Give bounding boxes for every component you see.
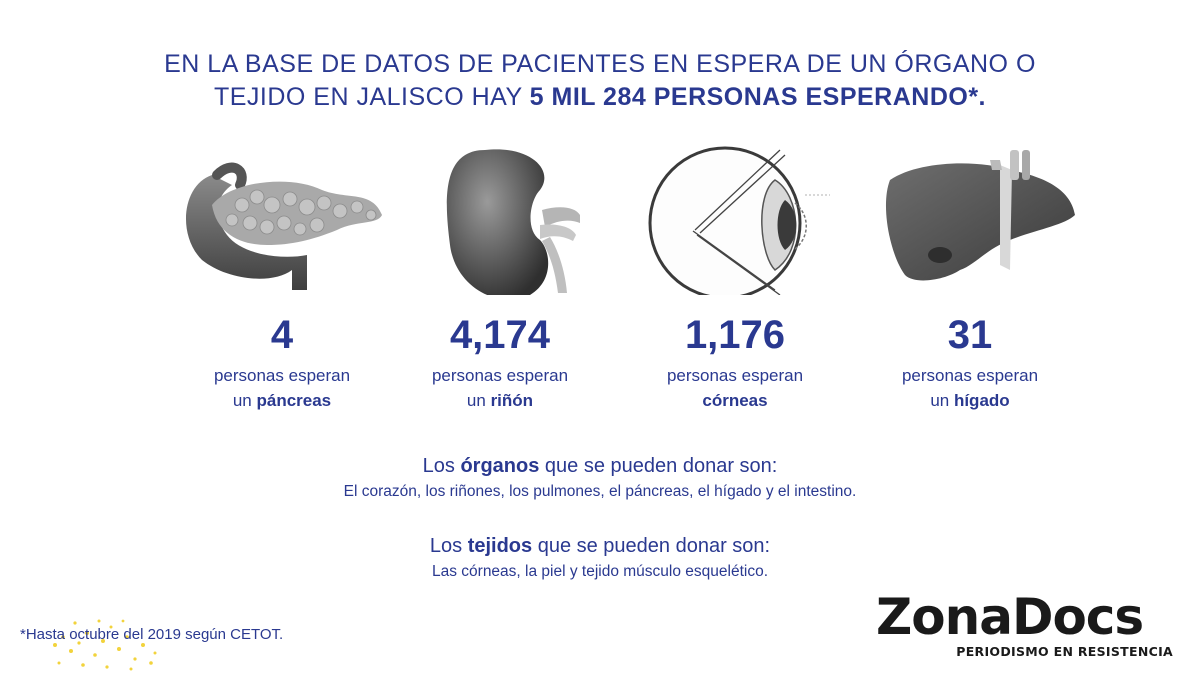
tissues-info-list: Las córneas, la piel y tejido músculo es…	[431, 563, 769, 580]
cornea-caption-line-1: personas esperan	[666, 366, 804, 385]
headline: EN LA BASE DE DATOS DE PACIENTES EN ESPE…	[0, 48, 1200, 114]
cornea-caption: personas esperan córneas	[625, 363, 845, 413]
liver-label: hígado	[953, 391, 1010, 410]
headline-line-2-text: TEJIDO EN JALISCO HAY	[213, 83, 530, 111]
footnote: *Hasta octubre del 2019 según CETOT.	[20, 626, 284, 643]
cornea-label: córneas	[702, 391, 768, 410]
pancreas-caption-line-2: un páncreas	[172, 388, 392, 413]
liver-caption-line-1: personas esperan	[901, 366, 1039, 385]
liver-caption-prefix: un	[930, 391, 954, 410]
kidney-count: 4,174	[449, 313, 551, 357]
pancreas-caption: personas esperan un páncreas	[172, 363, 392, 413]
tissues-info: Los tejidos que se pueden donar son: Las…	[0, 535, 1200, 581]
organs-info-suffix: que se pueden donar son:	[539, 455, 778, 477]
tissues-info-prefix: Los	[429, 535, 468, 557]
logo-wordmark: ZonaDocs	[876, 588, 1144, 646]
liver-caption: personas esperan un hígado	[860, 363, 1080, 413]
organ-kidney: 4,174 personas esperan un riñón	[390, 145, 610, 413]
organs-info-list: El corazón, los riñones, los pulmones, e…	[343, 483, 857, 500]
liver-count: 31	[947, 313, 993, 357]
headline-total: 5 MIL 284 PERSONAS ESPERANDO*.	[529, 83, 987, 111]
organ-cornea: 1,176 personas esperan córneas	[625, 145, 845, 413]
organs-info: Los órganos que se pueden donar son: El …	[0, 455, 1200, 501]
kidney-caption: personas esperan un riñón	[390, 363, 610, 413]
liver-icon	[885, 150, 1075, 281]
tissues-info-suffix: que se pueden donar son:	[532, 535, 771, 557]
eye-cornea-icon	[648, 146, 830, 295]
organs-info-prefix: Los	[422, 455, 461, 477]
headline-line-2: TEJIDO EN JALISCO HAY 5 MIL 284 PERSONAS…	[0, 81, 1200, 114]
yellow-dots-decoration	[53, 619, 157, 671]
kidney-caption-line-2: un riñón	[390, 388, 610, 413]
organ-liver: 31 personas esperan un hígado	[860, 145, 1080, 413]
cornea-caption-line-2: córneas	[625, 388, 845, 413]
organs-info-keyword: órganos	[460, 455, 540, 477]
tissues-info-keyword: tejidos	[467, 535, 533, 557]
pancreas-icon	[185, 162, 382, 290]
liver-caption-line-2: un hígado	[860, 388, 1080, 413]
organ-pancreas: 4 personas esperan un páncreas	[172, 145, 392, 413]
pancreas-count: 4	[270, 313, 294, 357]
logo-tagline: PERIODISMO EN RESISTENCIA	[956, 644, 1173, 659]
kidney-icon	[446, 149, 580, 295]
cornea-count: 1,176	[684, 313, 786, 357]
pancreas-caption-line-1: personas esperan	[213, 366, 351, 385]
kidney-caption-line-1: personas esperan	[431, 366, 569, 385]
organs-info-heading: Los órganos que se pueden donar son:	[0, 455, 1200, 478]
headline-line-1: EN LA BASE DE DATOS DE PACIENTES EN ESPE…	[164, 50, 1036, 78]
pancreas-caption-prefix: un	[232, 391, 257, 410]
pancreas-label: páncreas	[256, 391, 332, 410]
kidney-label: riñón	[490, 391, 534, 410]
zonadocs-logo: ZonaDocs PERIODISMO EN RESISTENCIA	[876, 590, 1181, 659]
kidney-caption-prefix: un	[466, 391, 491, 410]
tissues-info-heading: Los tejidos que se pueden donar son:	[0, 535, 1200, 558]
